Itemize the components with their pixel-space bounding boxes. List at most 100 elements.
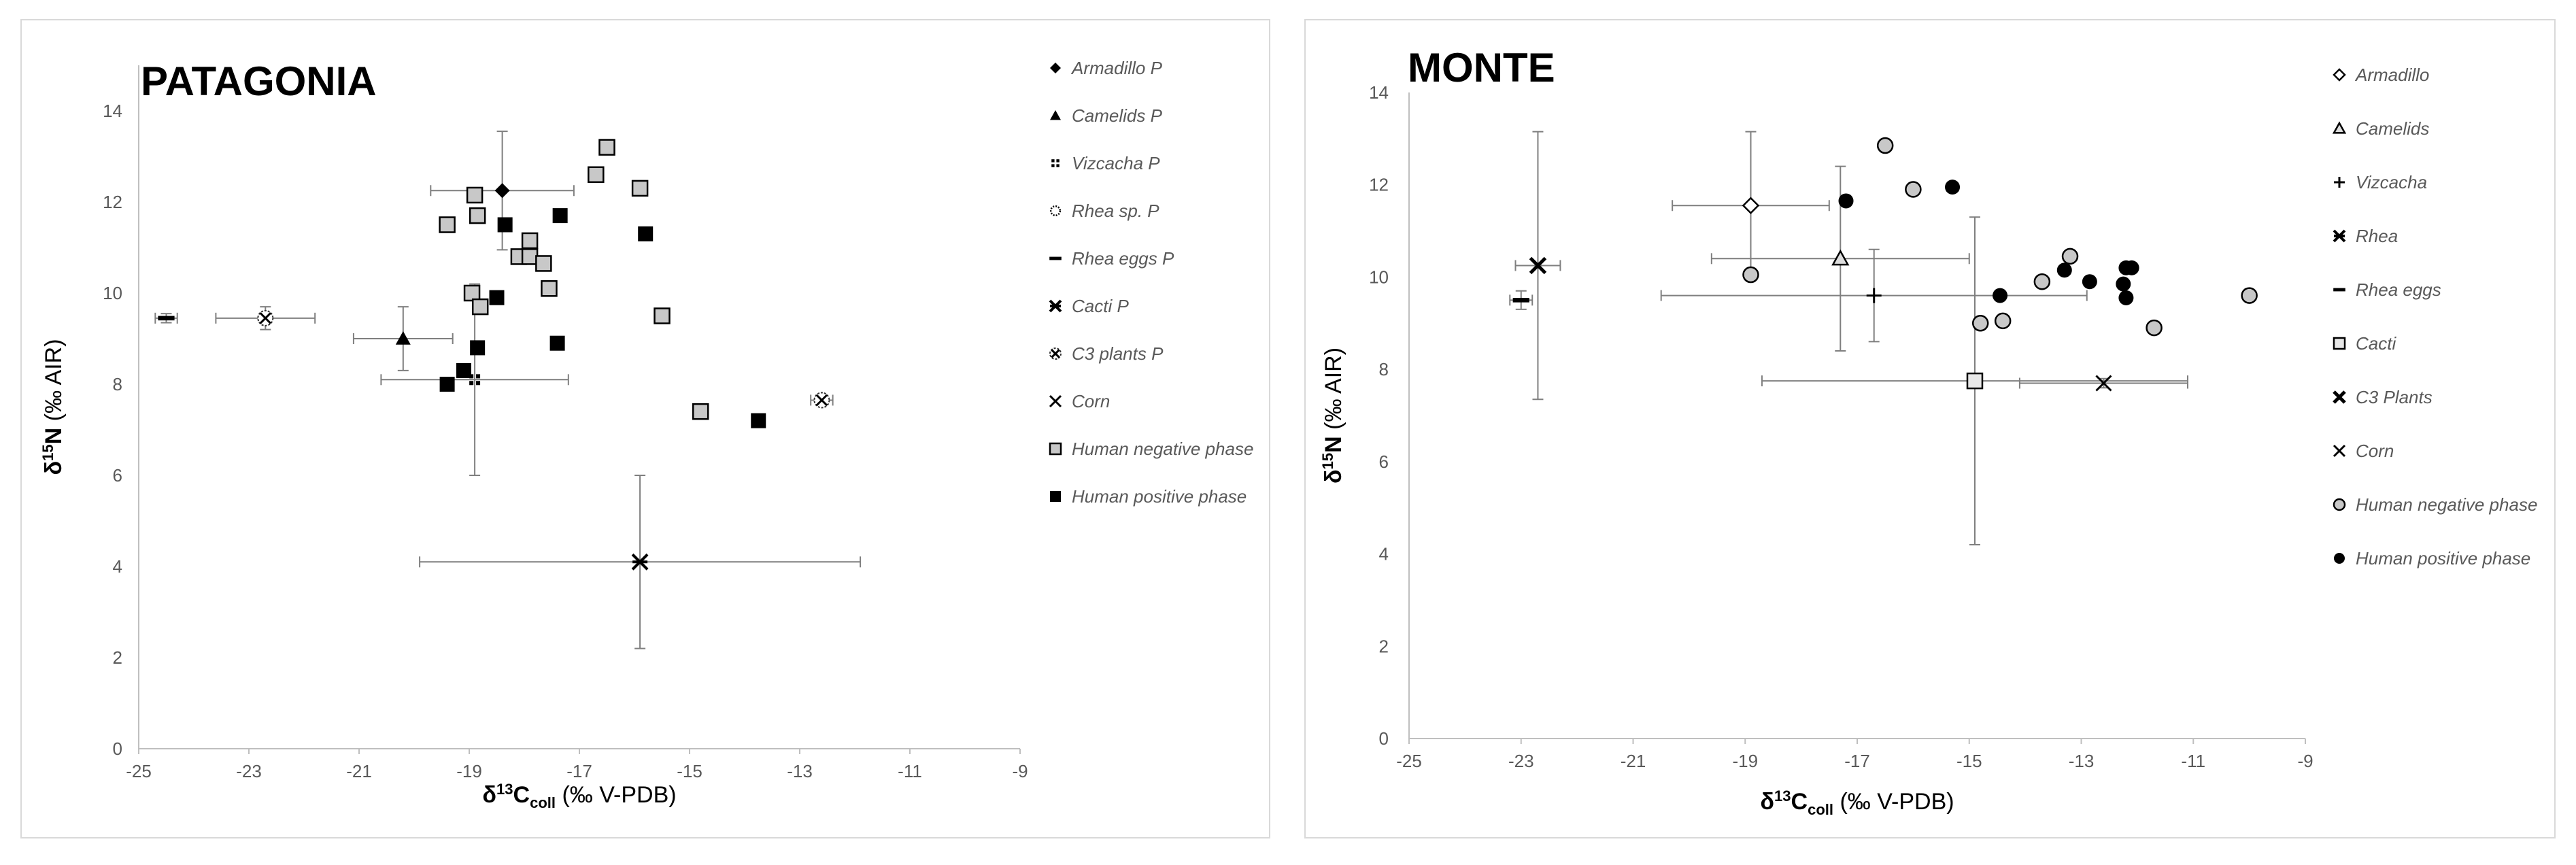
legend-item: Corn [2333, 441, 2394, 461]
monte-scatter-plot: -25 -23 -21 -19 -17 -15 -13 -11 -9 0 2 4 6 8 10 12 14 MON… [1319, 45, 2537, 818]
legend-item: Armadillo P [1050, 58, 1163, 78]
data-point-human-positive-phase [751, 413, 766, 428]
y-tick-label: 0 [113, 739, 122, 759]
data-point-human-positive-phase [549, 335, 565, 351]
legend-marker-camelids [2332, 121, 2347, 134]
legend-label: C3 plants P [1072, 343, 1164, 364]
data-point-human-negative-phase [588, 166, 605, 184]
data-point-human-negative-phase [2061, 248, 2079, 265]
legend-item: Armadillo [2333, 65, 2429, 85]
data-point-armadillo-p [494, 183, 510, 199]
legend-label: Rhea sp. P [1072, 201, 1159, 221]
chart-title: MONTE [1408, 45, 1555, 90]
y-tick-label: 0 [1379, 728, 1389, 749]
chart-title: PATAGONIA [141, 58, 377, 104]
x-tick-label: -21 [346, 761, 372, 781]
legend-item: Corn [1049, 391, 1110, 411]
data-point-rhea-eggs-p [158, 316, 175, 321]
x-tick-label: -19 [456, 761, 482, 781]
legend-marker-human-positive-phase [1050, 491, 1061, 502]
data-point-human-positive-phase [2118, 290, 2134, 305]
y-tick-label: 6 [1379, 452, 1389, 472]
y-error-bar [469, 283, 481, 476]
legend-label: Camelids [2356, 118, 2429, 139]
legend-label: Corn [1072, 391, 1110, 411]
legend-marker-camelids-p [1050, 110, 1061, 120]
data-point-vizcacha-p [469, 374, 481, 386]
data-point-human-negative-phase [471, 298, 489, 316]
legend-label: Cacti [2356, 333, 2396, 354]
data-point-human-positive-phase [489, 290, 505, 305]
data-point-human-negative-phase [1971, 315, 1989, 332]
data-marks [1509, 131, 2258, 545]
x-tick-label: -17 [1844, 751, 1870, 771]
x-axis-label: δ13Ccoll (‰ V-PDB) [1760, 787, 1954, 818]
data-point-human-negative-phase [2146, 319, 2163, 337]
legend-label: Armadillo [2354, 65, 2429, 85]
data-point-human-positive-phase [2082, 274, 2097, 290]
data-point-human-positive-phase [2056, 262, 2072, 278]
legend-marker-rhea-sp-p [1049, 205, 1062, 217]
data-point-c3-plants-p [813, 392, 830, 409]
data-point-human-negative-phase [466, 186, 484, 204]
data-point-human-negative-phase [1994, 312, 2012, 330]
legend-marker-rhea-eggs-p [1049, 256, 1062, 260]
data-point-human-negative-phase [598, 139, 615, 156]
legend-item: Camelids P [1050, 105, 1163, 126]
legend-label: Human positive phase [2356, 548, 2530, 569]
legend-marker-c3-plants-p [1049, 347, 1062, 360]
y-tick-label: 2 [1379, 636, 1389, 656]
legend-label: Corn [2356, 441, 2394, 461]
legend-label: C3 Plants [2356, 387, 2433, 407]
data-point-human-negative-phase [1876, 137, 1894, 154]
x-tick-label: -17 [566, 761, 592, 781]
legend-item: Human positive phase [2334, 548, 2530, 569]
x-tick-label: -23 [236, 761, 262, 781]
x-tick-label: -15 [1956, 751, 1982, 771]
data-point-armadillo [1742, 197, 1760, 215]
legend-item: Human negative phase [2333, 494, 2537, 515]
legend-marker-human-negative-phase [2333, 498, 2346, 511]
data-point-human-positive-phase [1945, 180, 1961, 195]
legend-marker-human-negative-phase [1049, 442, 1062, 456]
data-point-human-negative-phase [521, 248, 539, 265]
chart-panel-monte: -25 -23 -21 -19 -17 -15 -13 -11 -9 0 2 4 6 8 10 12 14 MON… [1304, 19, 2556, 838]
legend-marker-rhea [2333, 229, 2346, 243]
data-point-human-positive-phase [2118, 260, 2134, 275]
x-tick-label: -15 [677, 761, 702, 781]
legend-item: Camelids [2332, 118, 2429, 139]
data-point-human-positive-phase [638, 226, 654, 241]
legend-label: Human negative phase [1072, 439, 1253, 459]
x-tick-label: -21 [1621, 751, 1646, 771]
x-tick-label: -19 [1732, 751, 1758, 771]
y-tick-label: 8 [1379, 359, 1389, 379]
y-tick-label: 8 [113, 374, 122, 394]
legend-item: Cacti [2333, 333, 2396, 354]
y-tick-label: 2 [113, 647, 122, 668]
legend: Armadillo Camelids Vizcacha Rhea Rhea eggs Ca… [2332, 65, 2537, 569]
legend-item: Cacti P [1049, 296, 1129, 316]
data-point-c3-plants [1529, 256, 1547, 275]
data-point-corn [2095, 375, 2112, 392]
legend-label: Vizcacha P [1072, 153, 1160, 173]
y-tick-label: 4 [1379, 544, 1389, 564]
data-point-human-negative-phase [2033, 273, 2051, 290]
legend-label: Human negative phase [2356, 494, 2537, 515]
legend-marker-cacti-p [1049, 299, 1062, 313]
legend-item: Human positive phase [1050, 486, 1247, 507]
data-point-human-negative-phase [541, 280, 558, 297]
data-point-human-negative-phase [521, 232, 539, 250]
y-axis-label: δ15N (‰ AIR) [1319, 347, 1346, 484]
legend-item: Rhea [2333, 226, 2398, 246]
x-tick-label: -25 [1396, 751, 1422, 771]
data-point-camelids-p [395, 331, 411, 345]
data-point-human-positive-phase [2116, 276, 2131, 292]
y-axis-label: δ15N (‰ AIR) [39, 339, 67, 475]
y-tick-label: 12 [1369, 175, 1389, 195]
legend: Armadillo P Camelids P Vizcacha P Rhea sp. … [1049, 58, 1253, 507]
legend-label: Vizcacha [2356, 172, 2427, 192]
legend-marker-vizcacha-p [1051, 159, 1060, 167]
legend-label: Rhea [2356, 226, 2398, 246]
y-tick-label: 14 [1369, 82, 1389, 103]
data-point-human-positive-phase [497, 217, 513, 233]
